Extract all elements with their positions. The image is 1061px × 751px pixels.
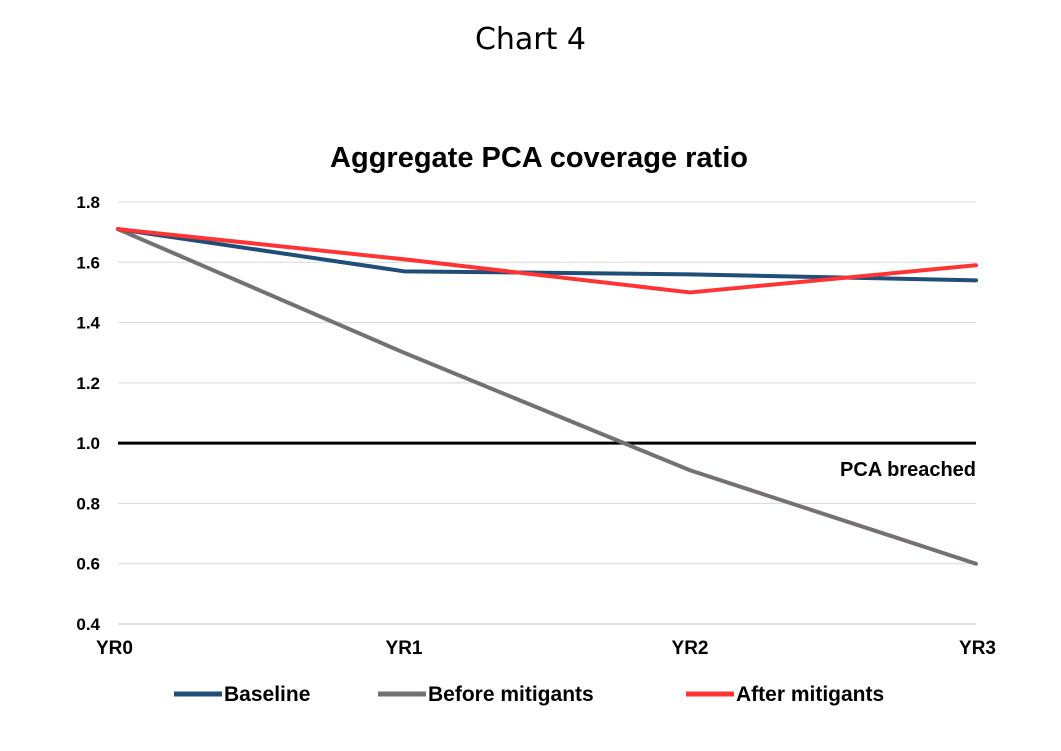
y-tick-label: 1.4 <box>76 314 100 333</box>
legend-label-baseline: Baseline <box>224 683 310 706</box>
y-axis-tick-labels: 0.4 0.6 0.8 1.0 1.2 1.4 1.6 1.8 <box>76 193 100 634</box>
x-tick-label: YR0 <box>96 638 133 659</box>
series-line-baseline <box>116 227 978 283</box>
pca-breached-annotation: PCA breached <box>840 459 976 481</box>
legend-label-before-mitigants: Before mitigants <box>428 683 594 706</box>
y-tick-label: 0.8 <box>76 494 100 513</box>
legend: Baseline Before mitigants After mitigants <box>174 683 884 706</box>
chart-title: Aggregate PCA coverage ratio <box>330 142 748 174</box>
x-tick-label: YR3 <box>959 638 996 659</box>
x-tick-label: YR2 <box>672 638 709 659</box>
y-tick-label: 1.6 <box>76 253 100 272</box>
gridlines <box>118 201 976 565</box>
x-tick-label: YR1 <box>386 638 423 659</box>
y-tick-label: 0.6 <box>76 555 100 574</box>
series-lines <box>116 227 978 566</box>
page-title: Chart 4 <box>474 22 587 57</box>
series-line-after-mitigants <box>116 227 978 295</box>
y-tick-label: 0.4 <box>76 615 100 634</box>
y-tick-label: 1.8 <box>76 193 100 212</box>
y-tick-label: 1.2 <box>76 374 100 393</box>
legend-label-after-mitigants: After mitigants <box>736 683 884 706</box>
series-line-before-mitigants <box>116 227 978 566</box>
x-axis-tick-labels: YR0 YR1 YR2 YR3 <box>96 638 996 659</box>
y-tick-label: 1.0 <box>76 434 100 453</box>
